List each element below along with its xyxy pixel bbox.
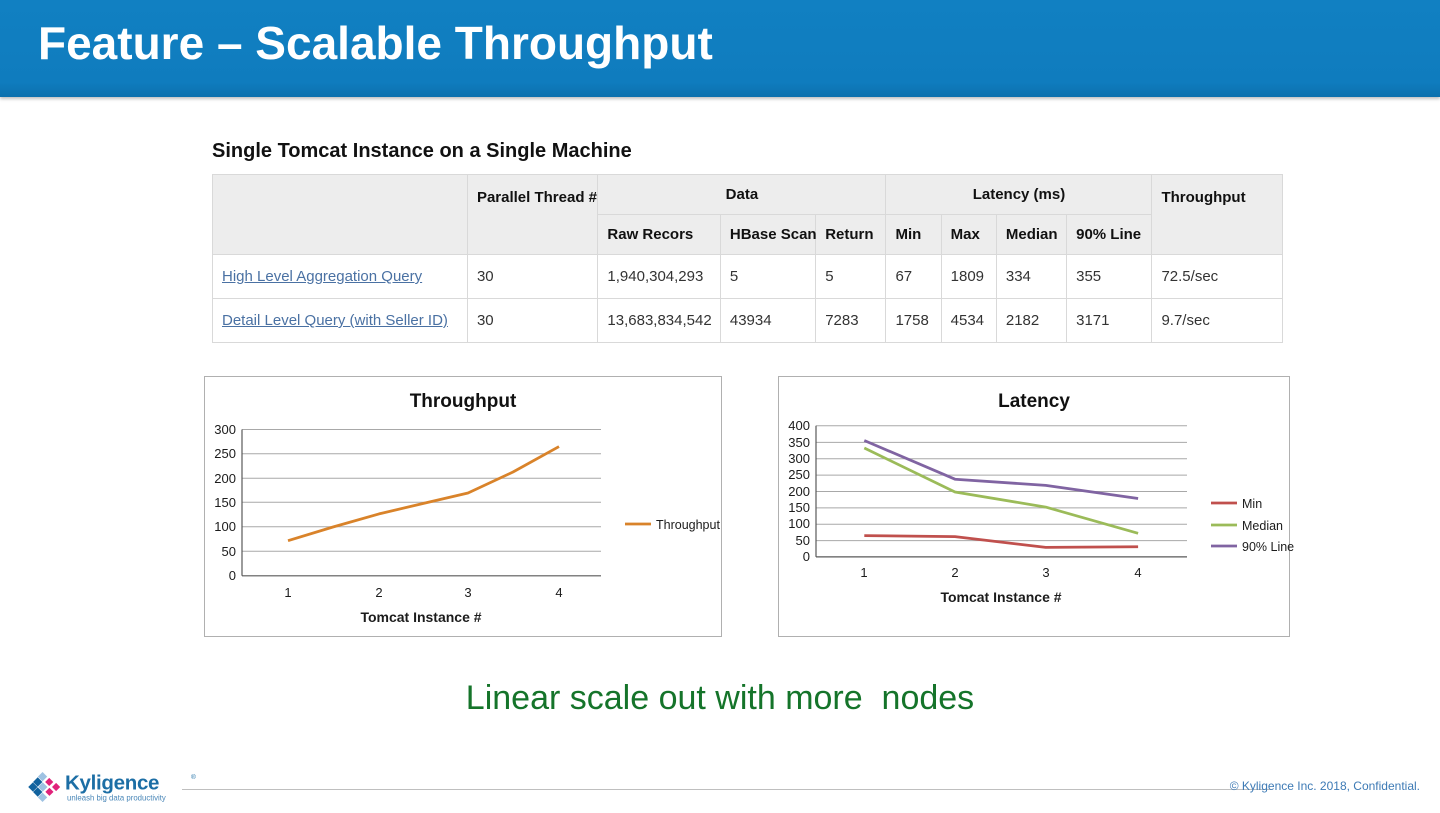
svg-text:Tomcat Instance #: Tomcat Instance # — [940, 589, 1061, 605]
svg-text:250: 250 — [214, 446, 236, 461]
svg-text:90% Line: 90% Line — [1242, 540, 1294, 554]
svg-text:100: 100 — [214, 519, 236, 534]
svg-text:4: 4 — [1134, 565, 1141, 580]
svg-text:2: 2 — [951, 565, 958, 580]
svg-text:Kyligence: Kyligence — [65, 772, 159, 795]
svg-text:350: 350 — [788, 435, 810, 450]
svg-text:200: 200 — [214, 471, 236, 486]
svg-text:1: 1 — [284, 585, 291, 600]
svg-text:50: 50 — [222, 544, 236, 559]
svg-text:unleash big data productivity: unleash big data productivity — [67, 794, 166, 803]
svg-text:300: 300 — [788, 451, 810, 466]
svg-text:100: 100 — [788, 516, 810, 531]
svg-text:3: 3 — [464, 585, 471, 600]
svg-text:250: 250 — [788, 467, 810, 482]
svg-text:4: 4 — [555, 585, 562, 600]
svg-text:Throughput: Throughput — [656, 518, 720, 532]
svg-text:50: 50 — [796, 533, 810, 548]
svg-text:2: 2 — [375, 585, 382, 600]
svg-text:0: 0 — [803, 549, 810, 564]
svg-text:®: ® — [191, 773, 196, 781]
svg-text:Min: Min — [1242, 497, 1262, 511]
svg-text:Median: Median — [1242, 519, 1283, 533]
svg-text:150: 150 — [788, 500, 810, 515]
svg-text:150: 150 — [214, 495, 236, 510]
svg-text:3: 3 — [1042, 565, 1049, 580]
svg-text:Tomcat Instance #: Tomcat Instance # — [360, 609, 481, 625]
svg-text:400: 400 — [788, 418, 810, 433]
svg-text:0: 0 — [229, 568, 236, 583]
svg-text:300: 300 — [214, 422, 236, 437]
svg-text:1: 1 — [860, 565, 867, 580]
svg-text:200: 200 — [788, 484, 810, 499]
